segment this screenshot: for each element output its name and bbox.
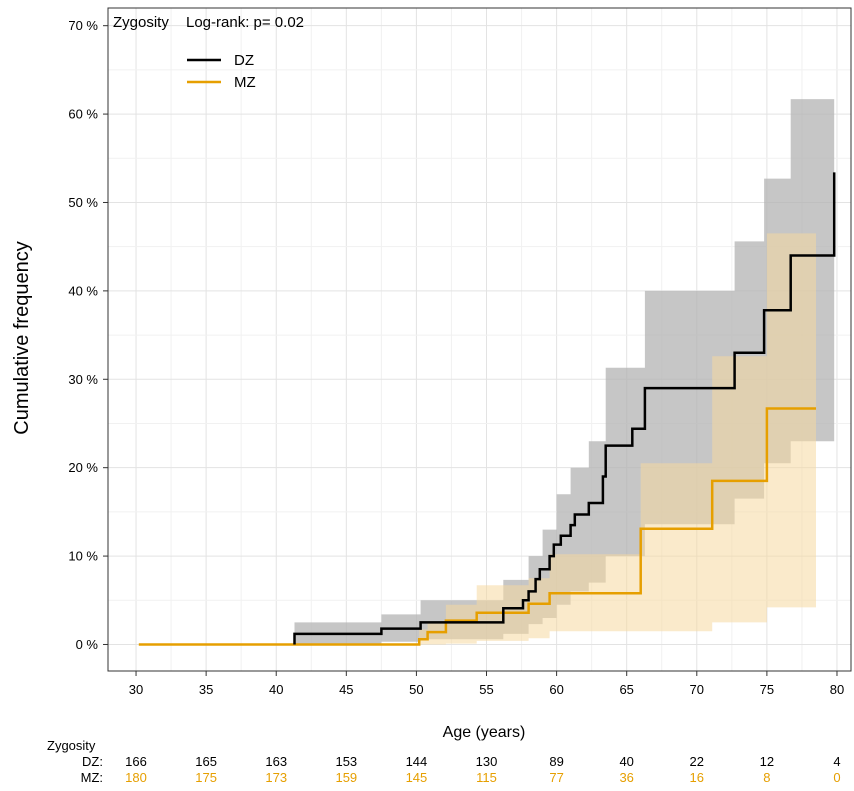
risk-table: Zygosity DZ: MZ: 166 165 163 153 144 130 89 40 2… (47, 738, 841, 785)
x-tick-label: 75 (760, 682, 774, 697)
y-axis-label: Cumulative frequency (11, 241, 33, 434)
risk-value-mz: 145 (406, 770, 428, 785)
risk-value-dz: 89 (549, 754, 563, 769)
risk-value-mz: 77 (549, 770, 563, 785)
x-axis-ticks: 30 35 40 45 50 55 60 65 70 75 80 (129, 671, 844, 697)
x-tick-label: 65 (619, 682, 633, 697)
plot-frame (107, 7, 852, 672)
risk-value-dz: 22 (690, 754, 704, 769)
risk-value-dz: 40 (619, 754, 633, 769)
legend-title: Zygosity (113, 14, 169, 31)
risk-value-dz: 4 (833, 754, 840, 769)
x-tick-label: 70 (690, 682, 704, 697)
risk-value-mz: 159 (335, 770, 357, 785)
risk-value-mz: 36 (619, 770, 633, 785)
x-tick-label: 30 (129, 682, 143, 697)
legend-label-dz: DZ (234, 52, 254, 69)
legend: Zygosity Log-rank: p= 0.02 DZ MZ (113, 14, 304, 91)
risk-value-mz: 16 (690, 770, 704, 785)
y-tick-label: 60 % (68, 107, 98, 122)
risk-value-dz: 166 (125, 754, 147, 769)
series-line-dz (293, 172, 836, 645)
risk-row-label-dz: DZ: (82, 754, 103, 769)
y-tick-label: 70 % (68, 18, 98, 33)
x-tick-label: 35 (199, 682, 213, 697)
risk-value-mz: 8 (763, 770, 770, 785)
x-tick-label: 40 (269, 682, 283, 697)
risk-value-mz: 115 (476, 770, 497, 785)
y-tick-label: 10 % (68, 549, 98, 564)
risk-value-mz: 0 (833, 770, 840, 785)
x-axis-label: Age (years) (443, 724, 526, 741)
y-tick-label: 30 % (68, 372, 98, 387)
risk-value-dz: 144 (406, 754, 428, 769)
risk-value-mz: 180 (125, 770, 147, 785)
risk-value-dz: 165 (195, 754, 217, 769)
confidence-band-mz (419, 233, 816, 645)
legend-label-mz: MZ (234, 74, 256, 91)
series-lines (138, 172, 836, 646)
series-line-mz (138, 407, 816, 646)
confidence-bands (294, 0, 835, 645)
x-tick-label: 80 (830, 682, 844, 697)
y-tick-label: 0 % (76, 637, 99, 652)
y-tick-label: 40 % (68, 283, 98, 298)
x-tick-label: 50 (409, 682, 423, 697)
risk-value-dz: 153 (335, 754, 357, 769)
risk-value-mz: 175 (195, 770, 217, 785)
x-tick-label: 55 (479, 682, 493, 697)
risk-row-label-mz: MZ: (81, 770, 103, 785)
log-rank-annotation: Log-rank: p= 0.02 (186, 14, 304, 31)
risk-value-mz: 173 (265, 770, 287, 785)
y-tick-label: 50 % (68, 195, 98, 210)
risk-value-dz: 163 (265, 754, 287, 769)
y-axis-ticks: 0 % 10 % 20 % 30 % 40 % 50 % 60 % 70 % (68, 18, 108, 652)
risk-table-title: Zygosity (47, 738, 96, 753)
y-tick-label: 20 % (68, 460, 98, 475)
x-tick-label: 45 (339, 682, 353, 697)
risk-value-dz: 12 (760, 754, 774, 769)
risk-value-dz: 130 (476, 754, 498, 769)
x-tick-label: 60 (549, 682, 563, 697)
